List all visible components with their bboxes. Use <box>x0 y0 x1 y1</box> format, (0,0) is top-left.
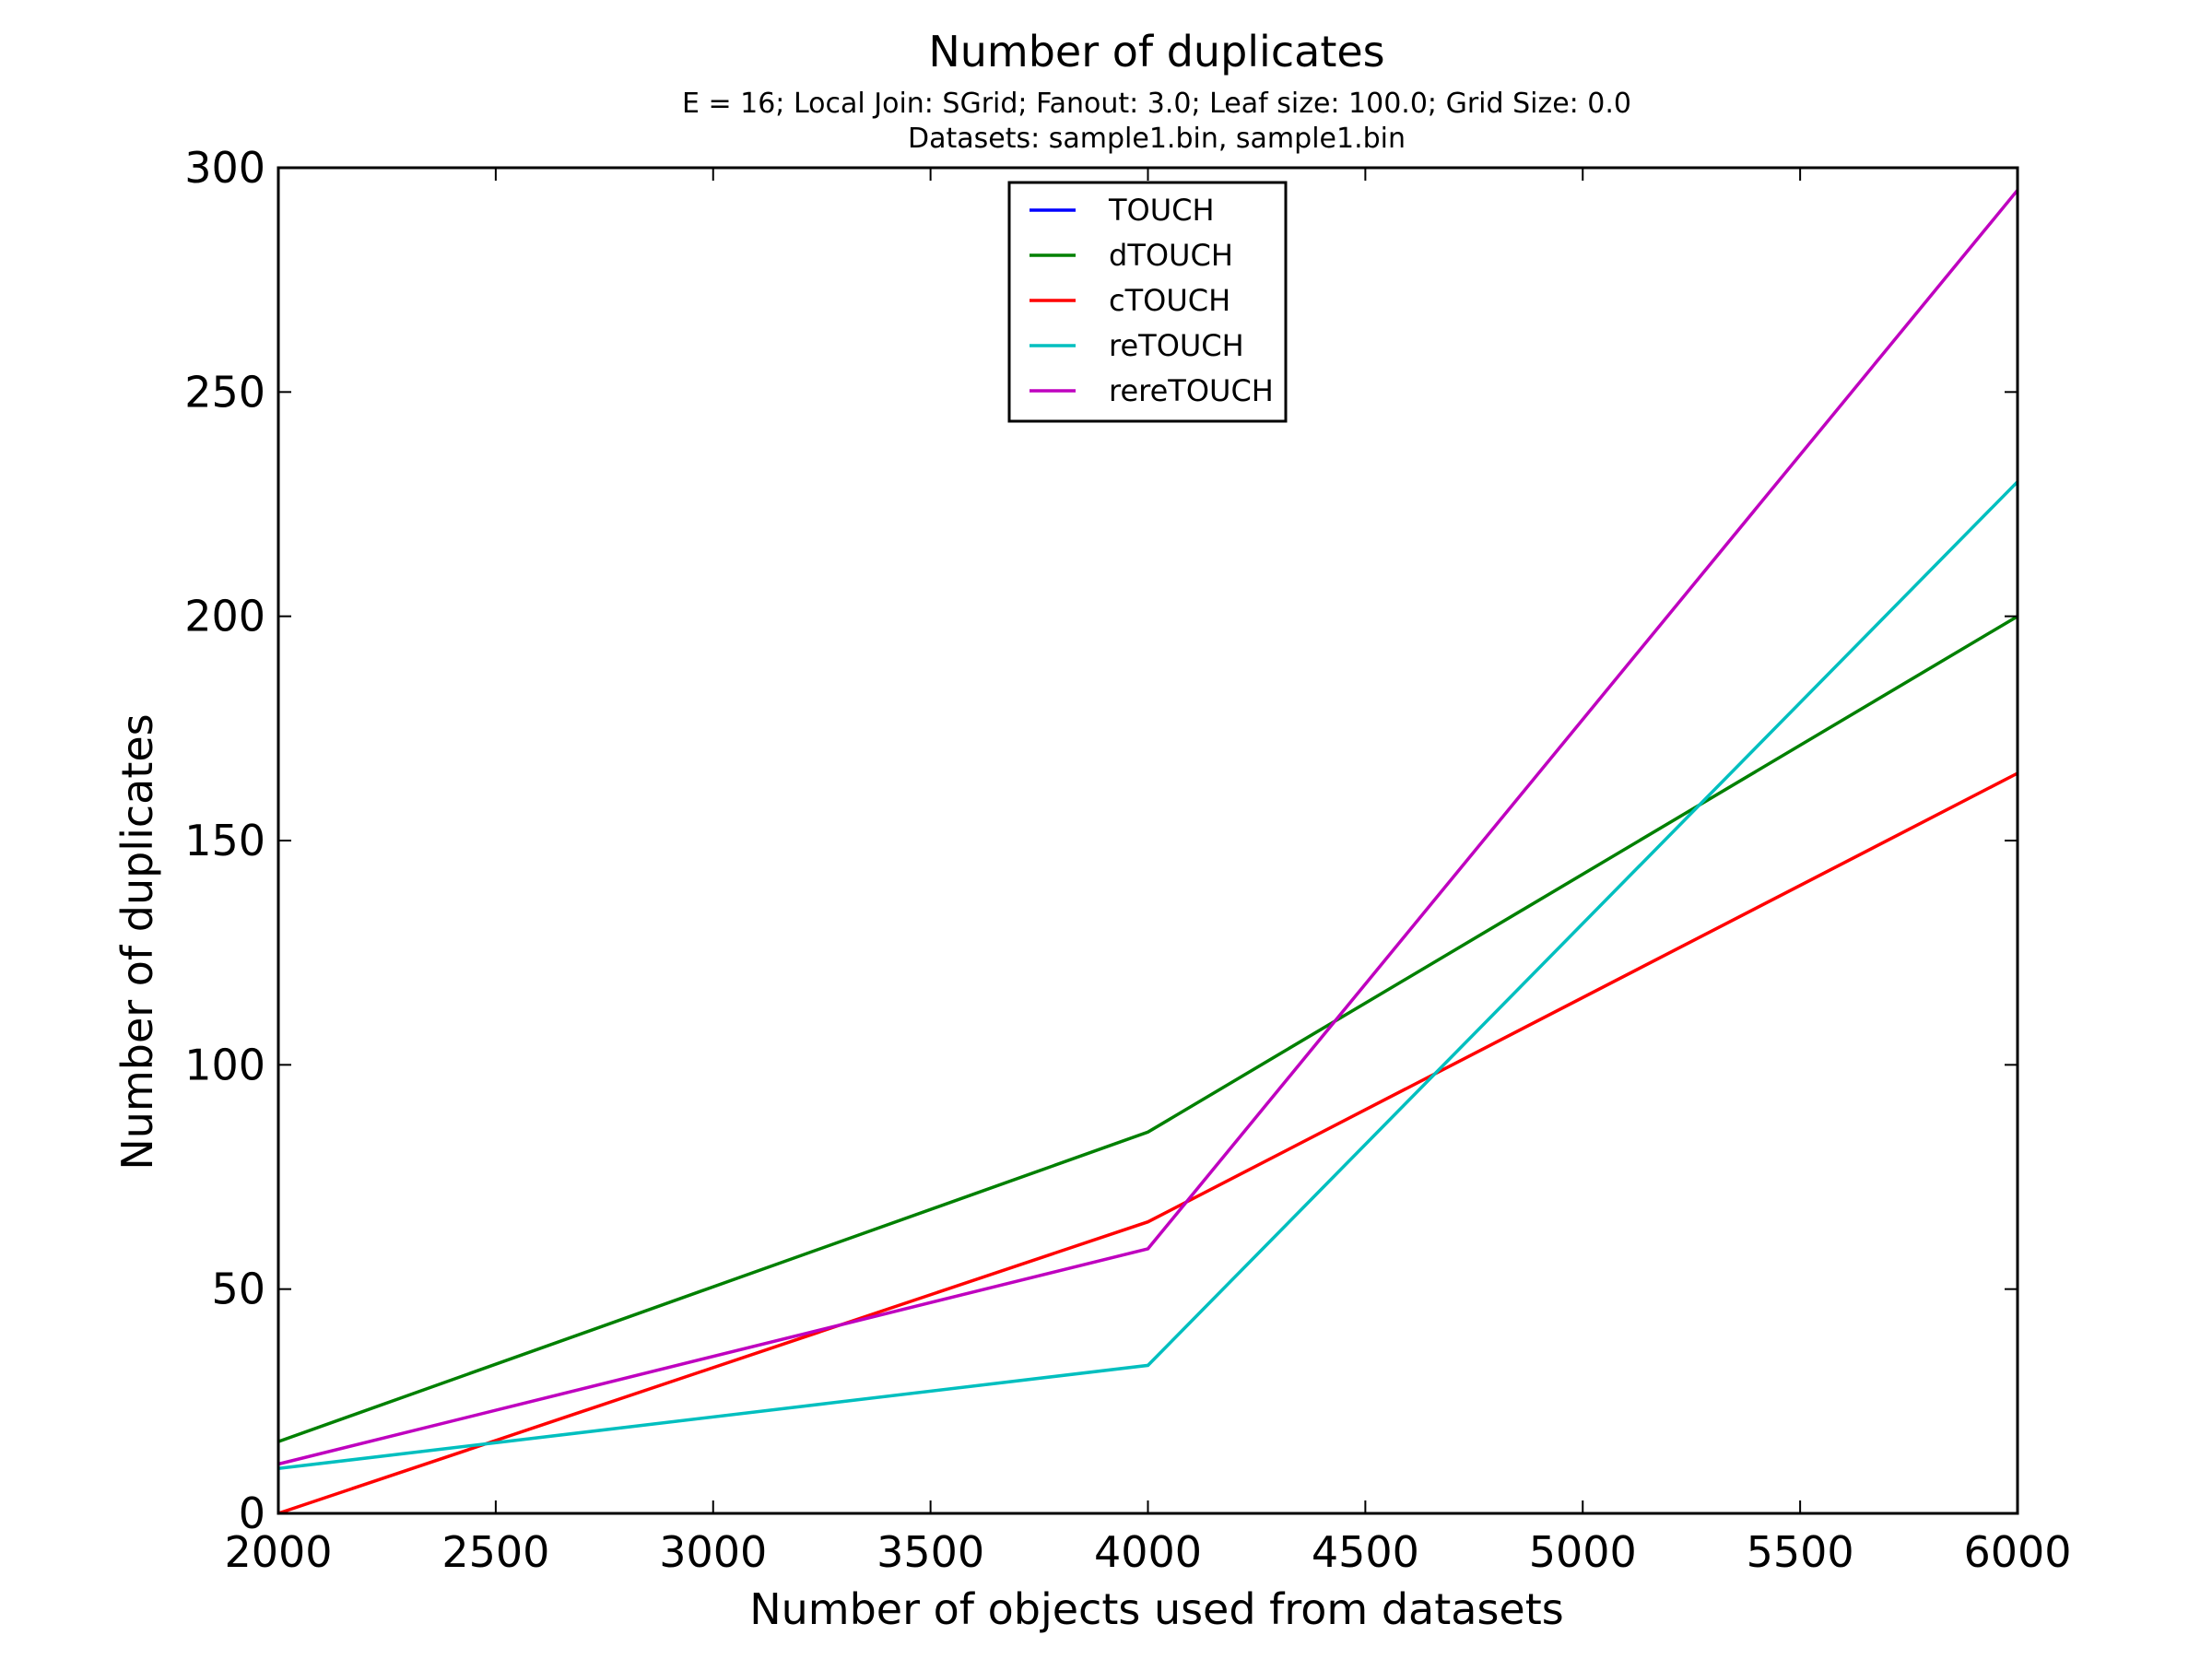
x-tick-label: 6000 <box>1963 1527 2071 1577</box>
series-line-retouch <box>277 480 2019 1471</box>
y-tick-label: 100 <box>184 1040 265 1089</box>
plot-area: 2000 2500 3000 3500 4000 4500 5000 5500 6000 0 50 1… <box>184 143 2071 1577</box>
y-tick-label: 300 <box>184 143 265 193</box>
x-tick-label: 5000 <box>1529 1527 1637 1577</box>
y-tick-label: 250 <box>184 367 265 417</box>
legend-label-retouch: reTOUCH <box>1109 328 1244 363</box>
chart-subtitle-line-1: E = 16; Local Join: SGrid; Fanout: 3.0; … <box>682 88 1631 120</box>
legend-label-reretouch: rereTOUCH <box>1109 373 1274 408</box>
y-tick-label: 50 <box>211 1265 265 1314</box>
y-tick-label: 200 <box>184 592 265 641</box>
legend-label-dtouch: dTOUCH <box>1109 238 1233 273</box>
x-tick-label: 4500 <box>1312 1527 1419 1577</box>
series-line-dtouch <box>277 615 2018 1443</box>
legend-label-touch: TOUCH <box>1108 193 1215 228</box>
chart-title: Number of duplicates <box>928 27 1384 76</box>
x-tick-label: 3500 <box>877 1527 984 1577</box>
y-tick-label: 0 <box>239 1488 265 1538</box>
x-axis-label: Number of objects used from datasets <box>749 1584 1564 1634</box>
x-tick-label: 2500 <box>441 1527 549 1577</box>
legend-label-ctouch: cTOUCH <box>1109 283 1230 318</box>
x-tick-label: 3000 <box>659 1527 767 1577</box>
y-axis-label: Number of duplicates <box>112 713 162 1170</box>
x-tick-label: 5500 <box>1747 1527 1854 1577</box>
x-tick-label: 2000 <box>224 1527 332 1577</box>
y-tick-label: 150 <box>184 816 265 865</box>
chart-subtitle-line-2: Datasets: sample1.bin, sample1.bin <box>908 123 1406 155</box>
series-line-reretouch <box>277 189 2019 1466</box>
series-line-ctouch <box>277 771 2018 1515</box>
x-tick-label: 4000 <box>1094 1527 1202 1577</box>
legend: TOUCH dTOUCH cTOUCH reTOUCH rereTOUCH <box>1007 181 1288 423</box>
